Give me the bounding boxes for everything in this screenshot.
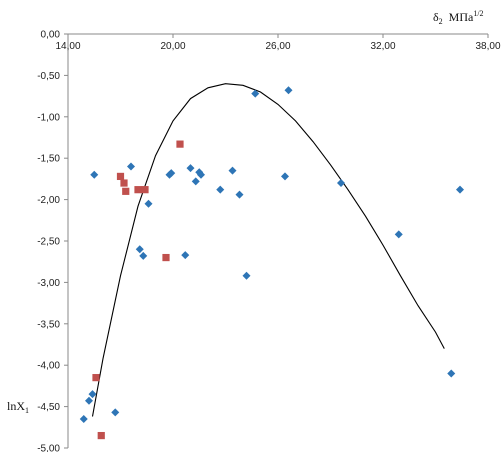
x-axis-title: δ2 МПа1/2 [433,9,484,26]
y-tick-label: -1,00 [37,112,60,123]
data-point-diamond [394,230,403,239]
data-point-diamond [165,170,174,179]
x-tick-label: 38,00 [475,41,500,52]
axes-layer: 14,00 20,00 26,00 32,00 38,00 0,00 -0,50 -1,00 -… [37,30,501,452]
data-point-square [134,186,142,194]
x-axis-title-sub: 2 [439,17,443,26]
data-point-square [162,253,170,262]
x-axis-title-main: δ [433,10,439,24]
y-axis-title-sub: 1 [25,406,29,415]
y-tick-label: 0,00 [41,30,61,41]
curve-layer [91,83,445,417]
data-point-square [122,187,130,195]
data-point-diamond [284,86,293,95]
data-point-diamond [216,185,225,194]
data-point-square [92,374,100,382]
x-tick-label: 26,00 [265,41,290,52]
data-point-diamond [111,408,120,417]
y-tick-label: -4,50 [37,402,60,413]
data-point-square [120,179,128,187]
data-point-diamond [88,390,97,399]
x-axis-title-units: МПа [449,10,474,24]
y-tick-label: -4,00 [37,361,60,372]
data-point-diamond [127,162,135,171]
data-point-diamond [281,172,289,181]
x-tick-label: 14,00 [55,41,80,52]
data-point-diamond [144,199,153,208]
data-point-diamond [228,166,237,175]
data-point-diamond [79,415,88,424]
y-tick-label: -2,00 [37,195,60,206]
data-point-diamond [139,251,148,260]
data-point-square [116,172,125,181]
data-point-square [141,186,149,194]
data-point-diamond [186,164,195,173]
y-tick-label: -1,50 [37,154,60,165]
y-tick-label: -0,50 [37,71,60,82]
data-point-diamond [456,185,464,194]
y-axis-title: lnX1 [7,399,29,415]
y-axis-title-main: lnX [7,399,25,413]
data-point-diamond [135,245,144,254]
data-point-diamond [251,89,260,98]
points-layer [79,86,464,440]
data-point-diamond [181,251,190,260]
data-point-square [97,431,105,440]
data-point-diamond [90,170,99,179]
y-tick-label: -2,50 [37,237,60,248]
data-point-diamond [242,271,251,280]
data-point-diamond [191,177,200,186]
y-tick-label: -3,00 [37,278,60,289]
data-point-diamond [235,190,244,199]
x-tick-label: 20,00 [160,41,185,52]
y-tick-label: -3,50 [37,319,60,330]
data-point-diamond [337,179,345,188]
x-tick-label: 32,00 [370,41,395,52]
data-point-square [176,140,184,148]
fit-curve [91,83,445,417]
data-point-diamond [85,396,93,405]
data-point-diamond [447,369,456,378]
x-axis-title-units-sup: 1/2 [473,9,483,18]
y-tick-label: -5,00 [37,444,60,452]
data-point-diamond [195,168,204,177]
